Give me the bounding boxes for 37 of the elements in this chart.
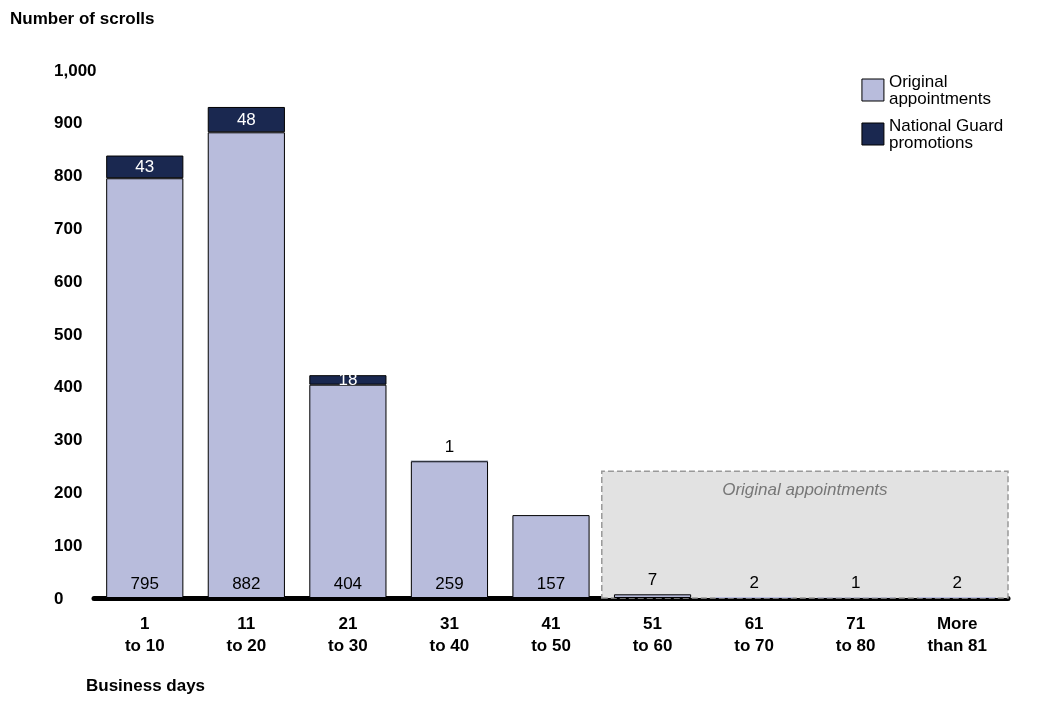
y-tick-label: 200 (54, 482, 83, 502)
y-tick-label: 700 (54, 218, 83, 238)
x-tick-label: 71 to 80 (835, 613, 876, 655)
y-tick-label: 400 (54, 377, 83, 397)
y-tick-label: 1,000 (54, 60, 97, 80)
x-tick-label: 1 to 10 (124, 613, 165, 655)
data-label: 1 (850, 573, 861, 593)
data-label: 1 (444, 436, 455, 456)
data-label: 2 (749, 572, 759, 592)
data-label: 43 (135, 157, 155, 177)
y-axis-title: Number of scrolls (10, 9, 155, 28)
x-tick-label: 61 to 70 (734, 613, 774, 655)
y-tick-label: 300 (54, 430, 83, 450)
data-label: 404 (333, 574, 363, 593)
x-tick-label: 51 to 60 (632, 613, 673, 655)
x-tick-label: More than 81 (927, 613, 987, 655)
data-label: 7 (647, 570, 658, 590)
y-tick-label: 600 (54, 271, 83, 291)
data-label: 259 (435, 574, 464, 593)
x-tick-label: 21 to 30 (328, 613, 368, 655)
data-label: 48 (236, 110, 256, 130)
x-tick-label: 31 to 40 (429, 613, 470, 655)
data-label: 882 (232, 574, 261, 593)
y-tick-label: 500 (54, 324, 83, 344)
data-label: 2 (952, 572, 962, 592)
legend-label: Original appointments (888, 72, 992, 108)
y-tick-label: 100 (54, 535, 83, 555)
band-label: Original appointments (722, 479, 889, 499)
y-tick-label: 800 (54, 166, 83, 186)
x-tick-label: 41 to 50 (531, 613, 571, 655)
x-axis-title: Business days (86, 676, 206, 695)
data-label: 795 (130, 574, 159, 593)
legend-label: National Guard promotions (888, 116, 1009, 152)
x-tick-label: 11 to 20 (226, 613, 267, 655)
data-label: 157 (536, 574, 566, 593)
y-tick-label: 0 (54, 588, 64, 608)
y-tick-label: 900 (54, 113, 83, 133)
